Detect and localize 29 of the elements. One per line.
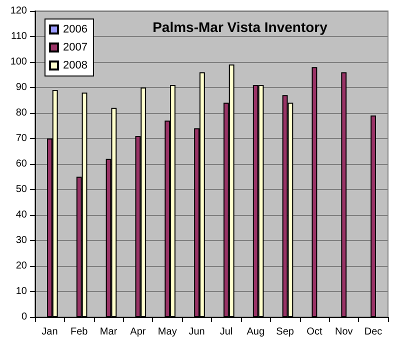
x-tick-label: Aug	[246, 326, 265, 338]
y-tick-label: 70	[16, 133, 28, 144]
x-tick-label: Oct	[306, 326, 322, 338]
y-tick-label: 20	[16, 260, 28, 272]
y-tick-label: 120	[10, 6, 28, 16]
x-tick-label: Jul	[220, 326, 233, 338]
legend-label: 2008	[63, 60, 88, 72]
y-tick-label: 90	[16, 82, 28, 93]
legend-label: 2006	[63, 24, 88, 36]
y-tick-label: 10	[16, 286, 28, 297]
y-tick-label: 80	[16, 108, 28, 118]
x-tick-label: Mar	[100, 326, 118, 338]
text: Palms-Mar Vista Inventory	[152, 19, 328, 35]
x-tick-label: May	[158, 326, 177, 338]
x-tick-label: Apr	[130, 326, 146, 338]
y-tick-label: 30	[16, 235, 28, 246]
legend-label: 2007	[63, 42, 88, 54]
x-tick-label: Dec	[364, 326, 382, 338]
y-tick-label: 60	[16, 158, 28, 170]
x-tick-label: Nov	[334, 326, 353, 338]
x-tick-label: Sep	[276, 326, 294, 338]
x-tick-label: Feb	[70, 326, 88, 338]
y-tick-label: 100	[10, 56, 28, 68]
x-tick-label: Jan	[42, 326, 58, 338]
y-tick-label: 110	[11, 31, 28, 42]
y-tick-label: 50	[16, 184, 28, 195]
y-tick-label: 40	[16, 210, 28, 220]
x-tick-label: Jun	[188, 326, 205, 338]
y-tick-label: 0	[21, 312, 28, 322]
